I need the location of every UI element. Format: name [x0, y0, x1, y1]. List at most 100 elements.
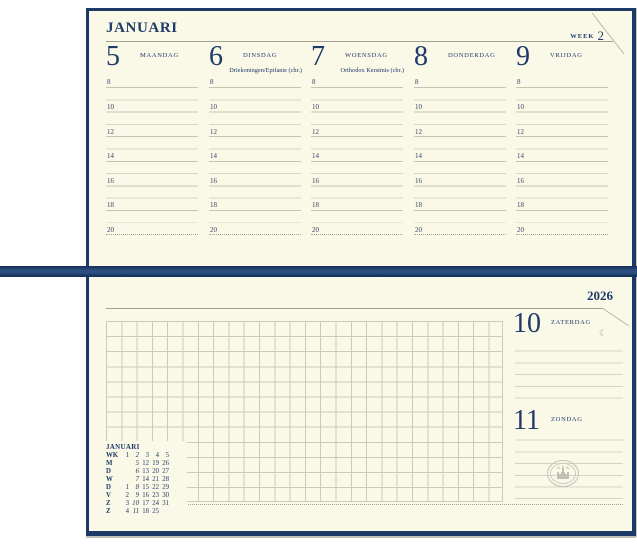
day-number: 6	[209, 41, 223, 72]
day-column: 7 WOENSDAG Orthodox Kerstmis (chr.) 8 10…	[311, 11, 404, 266]
calendar-cell: 28	[162, 476, 169, 483]
calendar-row-label: D	[106, 484, 111, 491]
saturday-lines	[515, 340, 623, 400]
day-number: 5	[106, 41, 120, 72]
hour-label: 20	[312, 226, 319, 234]
calendar-cell: 2	[125, 492, 129, 499]
holiday-label: Driekoningen/Epifanie (chr.)	[229, 67, 302, 74]
hour-label: 16	[312, 177, 319, 185]
saturday-label: ZATERDAG	[551, 319, 591, 326]
hour-label: 20	[210, 226, 217, 234]
calendar-row: Z 4 11 18 25	[106, 508, 187, 516]
hour-label: 12	[312, 128, 319, 136]
calendar-cell: 30	[162, 492, 169, 499]
hour-label: 16	[107, 177, 114, 185]
hour-label: 14	[517, 152, 524, 160]
hour-label: 20	[517, 226, 524, 234]
hour-label: 18	[517, 201, 524, 209]
holiday-label: Orthodox Kerstmis (chr.)	[340, 67, 404, 74]
hour-lines	[414, 87, 506, 223]
day-column: 6 DINSDAG Driekoningen/Epifanie (chr.) 8…	[209, 11, 302, 266]
dotted-line	[414, 234, 506, 235]
mini-calendar-title: JANUARI	[106, 443, 140, 451]
hour-label: 10	[210, 103, 217, 111]
hour-label: 10	[415, 103, 422, 111]
calendar-cell: 16	[142, 492, 149, 499]
calendar-cell: 6	[135, 468, 139, 475]
hour-label: 8	[210, 78, 214, 86]
hour-label: 20	[107, 226, 114, 234]
dotted-line	[311, 234, 403, 235]
calendar-row-label: WK	[106, 452, 119, 459]
page-border	[86, 531, 636, 536]
hour-label: 12	[107, 128, 114, 136]
hour-label: 8	[107, 78, 111, 86]
moon-phase-icon: ☾	[599, 328, 608, 338]
calendar-cell: 26	[162, 460, 169, 467]
hour-label: 18	[210, 201, 217, 209]
day-name-label: MAANDAG	[140, 52, 179, 59]
day-number: 7	[311, 41, 325, 72]
dotted-line	[106, 234, 198, 235]
year-label: 2026	[587, 288, 613, 303]
calendar-row: D 6 13 20 27	[106, 468, 187, 476]
page-corner-mark	[601, 307, 630, 327]
calendar-cell: 18	[142, 508, 149, 515]
calendar-cell: 1	[125, 452, 129, 459]
calendar-cell	[119, 468, 129, 476]
spine-band	[0, 266, 637, 277]
day-name-label: WOENSDAG	[345, 52, 388, 59]
calendar-cell: 21	[152, 476, 159, 483]
weekend-notes-page: 2026 10 ZATERDAG ☾ 11 ZONDAG JANUARI WK 1…	[89, 277, 632, 531]
calendar-cell: 19	[152, 460, 159, 467]
sunday-label: ZONDAG	[551, 416, 583, 423]
calendar-cell: 4	[155, 452, 159, 459]
hour-label: 14	[210, 152, 217, 160]
hour-label: 12	[415, 128, 422, 136]
calendar-cell: 5	[135, 460, 139, 467]
hour-label: 8	[415, 78, 419, 86]
mini-month-calendar: JANUARI WK 1 2 3 4 5 M 5 12 19 26 D 6 13 20 27 W 7 14 21…	[103, 441, 187, 525]
header-rule	[106, 41, 613, 42]
calendar-row-label: V	[106, 492, 111, 499]
calendar-cell: 25	[152, 508, 159, 515]
calendar-cell: 20	[152, 468, 159, 475]
calendar-cell: 14	[142, 476, 149, 483]
calendar-row-label: M	[106, 460, 113, 467]
hour-label: 16	[210, 177, 217, 185]
saturday-number: 10	[513, 308, 541, 339]
calendar-cell: 7	[135, 476, 139, 483]
hour-lines	[311, 87, 403, 223]
calendar-row-label: W	[106, 476, 113, 483]
day-column: 5 MAANDAG 8 10 12 14 16 18 20	[106, 11, 198, 266]
calendar-cell	[119, 476, 129, 484]
hour-label: 14	[107, 152, 114, 160]
calendar-cell: 10	[132, 500, 139, 507]
calendar-row: Z 3 10 17 24 31	[106, 500, 187, 508]
hour-label: 12	[517, 128, 524, 136]
calendar-row: D 1 8 15 22 29	[106, 484, 187, 492]
calendar-cell: 11	[132, 508, 139, 515]
hour-label: 8	[312, 78, 316, 86]
page-border	[86, 8, 636, 11]
calendar-cell: 3	[125, 500, 129, 507]
dotted-line	[106, 504, 623, 505]
hour-lines	[106, 87, 198, 223]
page-corner-mark	[591, 12, 625, 55]
calendar-cell: 17	[142, 500, 149, 507]
hour-label: 18	[415, 201, 422, 209]
calendar-cell: 5	[165, 452, 169, 459]
hour-label: 14	[415, 152, 422, 160]
calendar-cell	[119, 460, 129, 468]
calendar-cell: 1	[125, 484, 129, 491]
calendar-cell: 2	[135, 452, 139, 459]
day-number: 8	[414, 41, 428, 72]
hour-label: 14	[312, 152, 319, 160]
calendar-row: W 7 14 21 28	[106, 476, 187, 484]
week-indicator: WEEK 2	[544, 27, 604, 45]
calendar-row: M 5 12 19 26	[106, 460, 187, 468]
calendar-cell: 9	[135, 492, 139, 499]
hour-lines	[516, 87, 608, 223]
month-title: JANUARI	[106, 20, 178, 36]
